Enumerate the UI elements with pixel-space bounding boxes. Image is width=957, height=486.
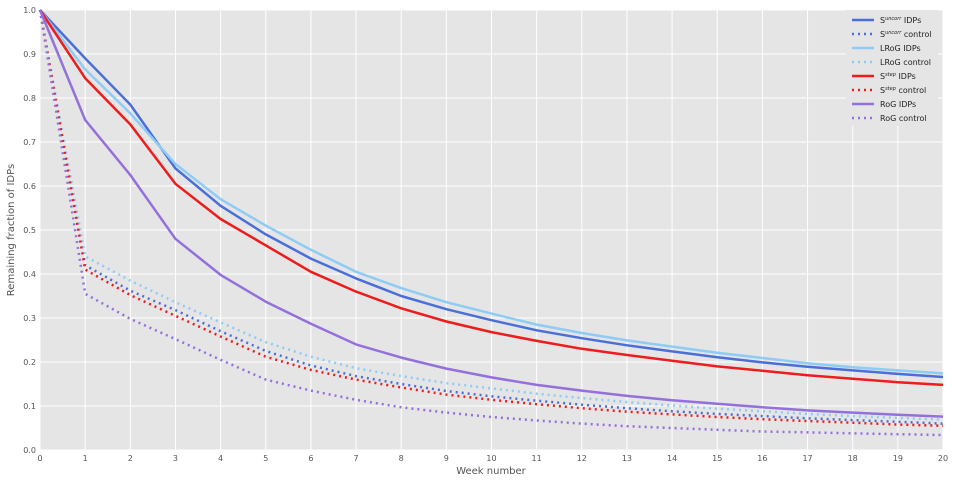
legend-label-rest: IDPs	[896, 72, 916, 81]
legend-label-superscript: uncorr	[885, 16, 902, 22]
y-tick-label: 0.8	[23, 94, 36, 103]
y-tick-label: 0.5	[23, 226, 36, 235]
y-tick-label: 0.0	[23, 446, 36, 455]
x-tick-label: 15	[712, 454, 722, 463]
legend-label-main: S	[880, 72, 885, 81]
series-line	[38, 9, 944, 418]
series-line	[38, 9, 944, 428]
x-axis-label: Week number	[456, 466, 526, 477]
x-tick-label: 3	[173, 454, 178, 463]
series-line	[38, 9, 944, 387]
y-tick-labels: 0.0 0.1 0.2 0.3 0.4 0.5 0.6 0.7 0.8 0.9 1.0	[23, 6, 36, 455]
legend-label-rest: control	[901, 30, 931, 39]
legend-label-main: RoG control	[880, 114, 927, 123]
legend-label: Sstep IDPs	[880, 72, 916, 81]
x-tick-label: 16	[757, 454, 767, 463]
legend-label: Suncorr control	[880, 30, 932, 39]
legend-label: RoG control	[880, 114, 927, 123]
y-tick-label: 0.7	[23, 138, 36, 147]
legend-label-main: S	[880, 16, 885, 25]
series-lines	[38, 9, 944, 437]
x-tick-labels: 0 1 2 3 4 5 6 7 8 9 10 11 12 13 14 15 16 17 18 19 20	[37, 454, 948, 463]
legend-label-superscript: uncorr	[885, 30, 902, 36]
legend-label-main: S	[880, 86, 885, 95]
x-tick-label: 5	[263, 454, 268, 463]
y-tick-label: 0.3	[23, 314, 36, 323]
legend-label: LRoG control	[880, 58, 931, 67]
x-tick-label: 20	[938, 454, 948, 463]
x-tick-label: 13	[622, 454, 632, 463]
legend-label-main: RoG IDPs	[880, 100, 916, 109]
legend-label-rest: IDPs	[901, 16, 921, 25]
legend-box	[846, 10, 938, 126]
legend-label-main: LRoG IDPs	[880, 44, 921, 53]
legend-label-rest: control	[896, 86, 926, 95]
x-tick-label: 1	[83, 454, 88, 463]
x-tick-label: 4	[218, 454, 223, 463]
legend-label-main: LRoG control	[880, 58, 931, 67]
x-tick-label: 9	[444, 454, 449, 463]
y-axis-label: Remaining fraction of IDPs	[6, 164, 17, 296]
series-line	[38, 9, 944, 425]
y-tick-label: 1.0	[23, 6, 36, 15]
legend-label-superscript: step	[885, 72, 896, 78]
grid-lines	[39, 9, 944, 451]
x-tick-label: 17	[802, 454, 812, 463]
x-tick-label: 11	[532, 454, 542, 463]
legend-label: Suncorr IDPs	[880, 16, 921, 25]
y-tick-label: 0.6	[23, 182, 36, 191]
x-tick-label: 12	[577, 454, 587, 463]
y-tick-label: 0.4	[23, 270, 36, 279]
x-tick-label: 19	[893, 454, 903, 463]
x-tick-label: 0	[37, 454, 42, 463]
legend-label-superscript: step	[885, 86, 896, 92]
legend-label: RoG IDPs	[880, 100, 916, 109]
legend-label: Sstep control	[880, 86, 926, 95]
legend-label-main: S	[880, 30, 885, 39]
x-tick-label: 2	[128, 454, 133, 463]
y-tick-label: 0.9	[23, 50, 36, 59]
x-tick-label: 7	[354, 454, 359, 463]
x-tick-label: 8	[399, 454, 404, 463]
series-line	[39, 9, 944, 375]
x-tick-label: 10	[486, 454, 496, 463]
series-line	[39, 9, 944, 379]
x-tick-label: 18	[848, 454, 858, 463]
legend-label: LRoG IDPs	[880, 44, 921, 53]
x-tick-label: 6	[308, 454, 313, 463]
y-tick-label: 0.2	[23, 358, 36, 367]
x-tick-label: 14	[667, 454, 677, 463]
y-tick-label: 0.1	[23, 402, 36, 411]
